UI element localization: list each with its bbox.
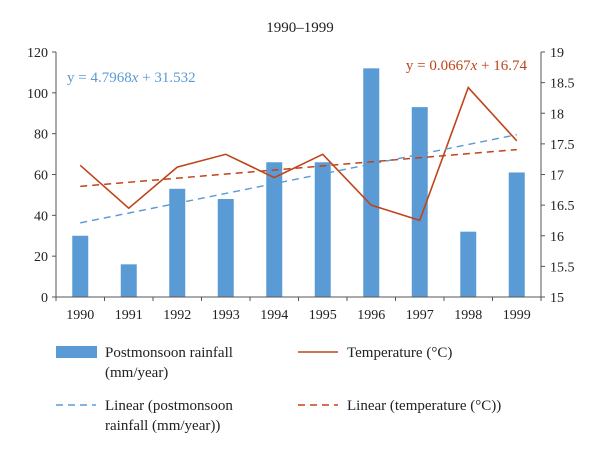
bar-1999 bbox=[508, 172, 525, 297]
right-tick-label: 19 bbox=[550, 46, 564, 61]
legend-swatch-bar bbox=[56, 346, 97, 358]
legend-label: Linear (temperature (°C)) bbox=[347, 398, 501, 414]
left-tick-label: 60 bbox=[34, 169, 48, 184]
x-tick-label: 1990 bbox=[66, 308, 94, 323]
temperature-trend-equation: y = 0.0667x + 16.74 bbox=[406, 58, 528, 74]
rainfall-trendline bbox=[80, 133, 517, 224]
rainfall-trend-equation: y = 4.7968x + 31.532 bbox=[67, 70, 196, 86]
right-tick-label: 18.5 bbox=[550, 77, 575, 92]
right-tick-label: 18 bbox=[550, 107, 564, 122]
bar-1997 bbox=[411, 107, 428, 297]
right-tick-label: 15.5 bbox=[550, 260, 575, 275]
bar-1990 bbox=[72, 235, 89, 297]
left-tick-label: 20 bbox=[34, 250, 48, 265]
left-tick-label: 0 bbox=[41, 291, 48, 306]
bar-1998 bbox=[460, 231, 477, 297]
legend: Postmonsoon rainfall (mm/year) Temperature… bbox=[56, 345, 501, 434]
legend-label: rainfall (mm/year)) bbox=[105, 418, 220, 434]
x-tick-label: 1993 bbox=[212, 308, 240, 323]
bar-1995 bbox=[314, 162, 331, 297]
bar-1994 bbox=[266, 162, 283, 297]
bar-1991 bbox=[120, 264, 137, 297]
x-tick-label: 1998 bbox=[454, 308, 482, 323]
plot-area: 0 20 40 60 80 100 120 15 15.5 16 16.5 17 17.5 18 18.5 1… bbox=[27, 46, 575, 323]
legend-label: Linear (postmonsoon bbox=[105, 398, 233, 414]
x-tick-label: 1997 bbox=[406, 308, 434, 323]
bar-1996 bbox=[363, 68, 380, 297]
bar-1992 bbox=[169, 188, 186, 297]
left-tick-label: 100 bbox=[27, 87, 48, 102]
x-tick-label: 1996 bbox=[357, 308, 385, 323]
legend-label: Postmonsoon rainfall bbox=[105, 345, 233, 361]
legend-label: Temperature (°C) bbox=[347, 345, 452, 361]
temperature-trendline bbox=[80, 148, 517, 188]
chart-title: 1990–1999 bbox=[266, 20, 334, 36]
bar-1993 bbox=[217, 199, 234, 297]
x-tick-label: 1995 bbox=[309, 308, 337, 323]
right-tick-label: 16 bbox=[550, 230, 564, 245]
left-tick-label: 40 bbox=[34, 209, 48, 224]
x-tick-label: 1994 bbox=[260, 308, 288, 323]
x-tick-label: 1999 bbox=[503, 308, 531, 323]
left-tick-label: 80 bbox=[34, 128, 48, 143]
x-tick-label: 1991 bbox=[115, 308, 143, 323]
x-tick-label: 1992 bbox=[163, 308, 191, 323]
left-tick-label: 120 bbox=[27, 46, 48, 61]
legend-label: (mm/year) bbox=[105, 365, 168, 381]
right-tick-label: 16.5 bbox=[550, 199, 575, 214]
right-tick-label: 17 bbox=[550, 169, 564, 184]
right-tick-label: 15 bbox=[550, 291, 564, 306]
temperature-line bbox=[79, 86, 518, 222]
right-tick-label: 17.5 bbox=[550, 138, 575, 153]
